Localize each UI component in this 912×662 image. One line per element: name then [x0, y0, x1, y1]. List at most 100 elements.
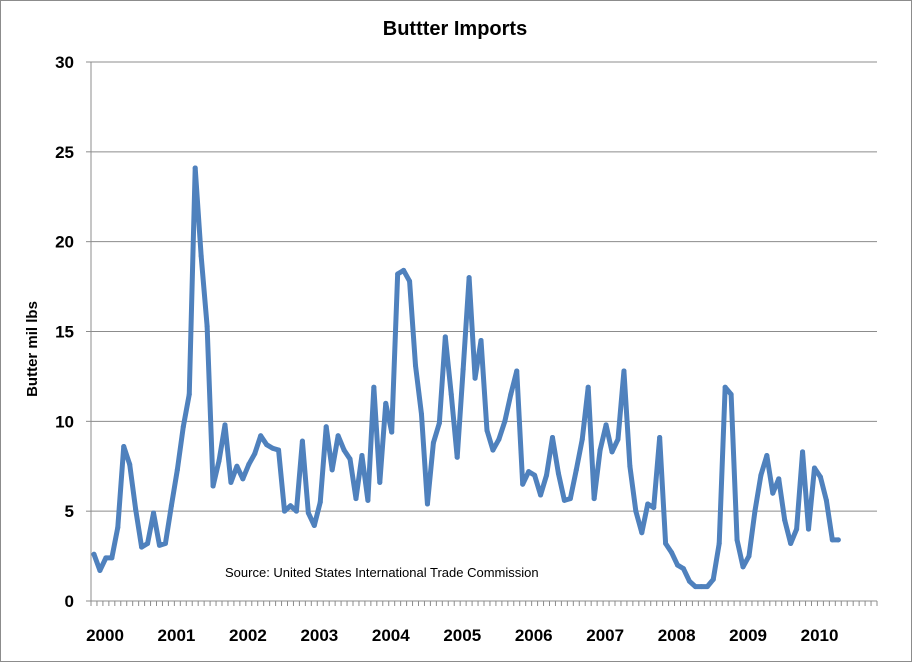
- data-point: [794, 526, 800, 532]
- data-point: [788, 541, 794, 547]
- data-point: [430, 440, 436, 446]
- data-point: [323, 424, 329, 430]
- data-point: [520, 481, 526, 487]
- data-point: [829, 537, 835, 543]
- data-point: [633, 508, 639, 514]
- data-point: [246, 461, 252, 467]
- data-point: [502, 418, 508, 424]
- data-point: [121, 443, 127, 449]
- y-axis-label: Butter mil lbs: [24, 301, 41, 397]
- data-point: [692, 584, 698, 590]
- data-point: [353, 496, 359, 502]
- y-tick-label: 30: [55, 53, 74, 72]
- data-point: [722, 384, 728, 390]
- data-point: [734, 537, 740, 543]
- x-tick-label: 2000: [86, 626, 124, 645]
- data-point: [293, 508, 299, 514]
- data-point: [335, 433, 341, 439]
- data-point: [389, 429, 395, 435]
- series-layer: [91, 165, 841, 590]
- data-point: [133, 506, 139, 512]
- data-point: [436, 420, 442, 426]
- data-point: [258, 433, 264, 439]
- data-point: [561, 497, 567, 503]
- data-point: [234, 463, 240, 469]
- data-point: [585, 384, 591, 390]
- data-point: [746, 553, 752, 559]
- data-point: [514, 368, 520, 374]
- data-point: [91, 551, 97, 557]
- data-point: [240, 476, 246, 482]
- data-point: [508, 391, 514, 397]
- data-point: [490, 447, 496, 453]
- x-tick-label: 2008: [658, 626, 696, 645]
- data-point: [115, 524, 121, 530]
- x-tick-label: 2006: [515, 626, 553, 645]
- data-point: [823, 497, 829, 503]
- data-point: [811, 465, 817, 471]
- data-point: [109, 555, 115, 561]
- data-point: [359, 452, 365, 458]
- data-point: [282, 508, 288, 514]
- data-point: [669, 549, 675, 555]
- data-point: [192, 165, 198, 171]
- data-point: [442, 334, 448, 340]
- data-point: [567, 496, 573, 502]
- y-tick-labels: 0 5 10 15 20 25 30: [55, 53, 74, 611]
- data-point: [621, 368, 627, 374]
- data-point: [401, 267, 407, 273]
- data-point: [657, 435, 663, 440]
- data-point: [186, 391, 192, 397]
- series-line: [91, 165, 841, 590]
- data-point: [174, 467, 180, 473]
- chart-title: Buttter Imports: [383, 18, 527, 40]
- data-point: [97, 567, 103, 573]
- data-point: [615, 436, 621, 442]
- y-tick-label: 0: [65, 592, 74, 611]
- data-point: [276, 447, 282, 453]
- data-point: [418, 411, 424, 417]
- data-point: [454, 454, 460, 460]
- data-point: [782, 517, 788, 523]
- data-point: [287, 503, 293, 509]
- data-point: [145, 541, 151, 547]
- data-point: [496, 436, 502, 442]
- data-point: [686, 578, 692, 584]
- data-point: [484, 427, 490, 433]
- x-tick-label: 2007: [586, 626, 624, 645]
- data-point: [228, 479, 234, 485]
- data-point: [776, 476, 782, 482]
- data-point: [139, 544, 145, 550]
- data-point: [579, 436, 585, 442]
- data-point: [609, 449, 615, 455]
- data-point: [365, 497, 371, 503]
- x-tick-labels: 2000 2001 2002 2003 2004 2005 2006 2007 2008 2009…: [86, 626, 838, 645]
- data-point: [329, 467, 335, 473]
- data-point: [573, 467, 579, 473]
- data-point: [478, 337, 484, 343]
- data-point: [448, 391, 454, 397]
- data-point: [103, 555, 109, 561]
- gridlines: [91, 61, 877, 512]
- data-point: [383, 400, 389, 406]
- data-point: [532, 472, 538, 478]
- data-point: [377, 479, 383, 485]
- x-tick-label: 2005: [443, 626, 481, 645]
- y-tick-label: 10: [55, 412, 74, 431]
- data-point: [806, 526, 812, 532]
- data-point: [424, 501, 430, 507]
- data-point: [645, 501, 651, 507]
- data-point: [270, 445, 276, 451]
- x-tick-label: 2001: [158, 626, 196, 645]
- data-point: [675, 562, 681, 568]
- data-point: [752, 508, 758, 514]
- data-point: [555, 470, 561, 476]
- x-tick-label: 2009: [729, 626, 767, 645]
- data-point: [466, 275, 472, 281]
- data-point: [770, 490, 776, 496]
- y-tick-label: 20: [55, 233, 74, 252]
- data-point: [716, 541, 722, 547]
- data-point: [800, 449, 806, 455]
- data-point: [210, 483, 216, 489]
